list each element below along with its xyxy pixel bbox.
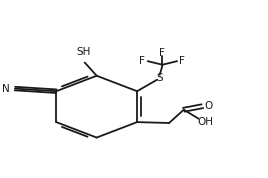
Text: F: F [159, 48, 165, 58]
Text: SH: SH [76, 47, 91, 57]
Text: F: F [180, 56, 185, 66]
Text: N: N [2, 83, 10, 94]
Text: S: S [157, 73, 163, 83]
Text: O: O [204, 101, 213, 111]
Text: F: F [139, 56, 145, 66]
Text: OH: OH [197, 117, 213, 127]
